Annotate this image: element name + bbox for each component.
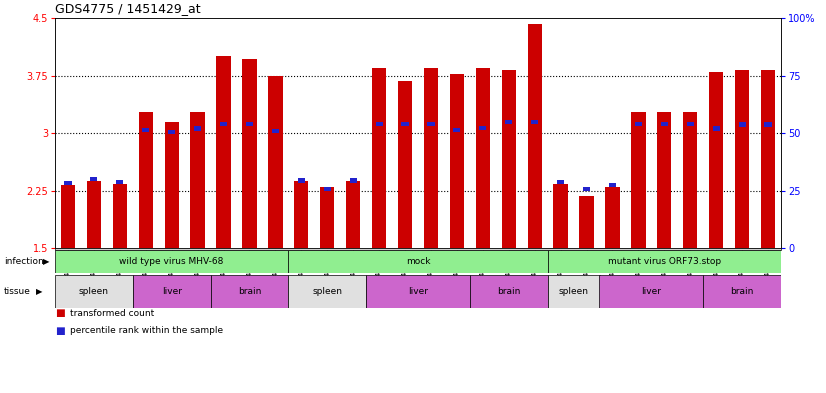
Text: tissue: tissue	[4, 287, 31, 296]
Text: transformed count: transformed count	[70, 309, 154, 318]
Text: ■: ■	[55, 308, 64, 318]
Bar	[683, 112, 697, 248]
Bar	[55, 250, 288, 273]
Bar	[709, 72, 724, 248]
Text: liver: liver	[162, 287, 182, 296]
Text: infection: infection	[4, 257, 44, 266]
Bar	[288, 275, 366, 308]
Bar	[288, 250, 548, 273]
Bar	[242, 59, 257, 248]
Bar	[631, 112, 646, 248]
Bar	[528, 24, 542, 248]
Bar	[703, 275, 781, 308]
Bar	[320, 187, 335, 248]
Bar	[112, 184, 127, 248]
Bar	[531, 120, 539, 124]
Bar	[686, 122, 694, 126]
Bar	[548, 275, 600, 308]
Bar	[61, 185, 75, 248]
Text: ■: ■	[55, 326, 64, 336]
Bar	[297, 178, 305, 183]
Text: spleen: spleen	[558, 287, 589, 296]
Text: spleen: spleen	[312, 287, 342, 296]
Bar	[635, 122, 642, 126]
Bar	[506, 120, 512, 124]
Bar	[583, 187, 590, 191]
Bar	[246, 122, 253, 126]
Bar	[579, 196, 594, 248]
Bar	[133, 275, 211, 308]
Bar	[116, 180, 123, 184]
Bar	[548, 250, 781, 273]
Bar	[605, 187, 620, 248]
Bar	[661, 122, 668, 126]
Bar	[372, 68, 387, 248]
Bar	[476, 68, 490, 248]
Bar	[55, 248, 781, 250]
Text: mock: mock	[406, 257, 430, 266]
Text: percentile rank within the sample: percentile rank within the sample	[70, 326, 223, 335]
Bar	[139, 112, 153, 248]
Text: spleen: spleen	[79, 287, 109, 296]
Bar	[216, 56, 230, 248]
Bar	[87, 180, 101, 248]
Bar	[401, 122, 409, 126]
Bar	[609, 183, 616, 187]
Bar	[324, 187, 331, 191]
Bar	[294, 181, 308, 248]
Bar	[211, 275, 288, 308]
Text: liver: liver	[641, 287, 662, 296]
Bar	[268, 75, 282, 248]
Bar	[427, 122, 434, 126]
Bar	[713, 126, 719, 130]
Bar	[349, 178, 357, 183]
Bar	[761, 70, 775, 248]
Text: GDS4775 / 1451429_at: GDS4775 / 1451429_at	[55, 2, 201, 15]
Bar	[450, 74, 464, 248]
Bar	[470, 275, 548, 308]
Text: wild type virus MHV-68: wild type virus MHV-68	[120, 257, 224, 266]
Bar	[142, 128, 150, 132]
Bar	[479, 125, 487, 130]
Bar	[90, 177, 97, 181]
Bar	[600, 275, 703, 308]
Bar	[366, 275, 470, 308]
Bar	[453, 128, 460, 132]
Text: ▶: ▶	[36, 287, 43, 296]
Bar	[765, 123, 771, 127]
Bar	[557, 180, 564, 184]
Bar	[376, 122, 382, 126]
Bar	[194, 126, 202, 130]
Bar	[398, 81, 412, 248]
Bar	[55, 275, 133, 308]
Bar	[164, 122, 178, 248]
Bar	[220, 122, 227, 126]
Text: ▶: ▶	[43, 257, 50, 266]
Text: brain: brain	[238, 287, 261, 296]
Text: mutant virus ORF73.stop: mutant virus ORF73.stop	[608, 257, 721, 266]
Bar	[735, 70, 749, 248]
Text: liver: liver	[408, 287, 428, 296]
Bar	[553, 184, 567, 248]
Bar	[657, 112, 672, 248]
Bar	[424, 68, 438, 248]
Bar	[191, 112, 205, 248]
Bar	[169, 130, 175, 134]
Bar	[501, 70, 516, 248]
Text: brain: brain	[730, 287, 754, 296]
Bar	[738, 123, 746, 127]
Bar	[272, 129, 279, 133]
Text: brain: brain	[497, 287, 520, 296]
Bar	[64, 181, 72, 185]
Bar	[346, 181, 360, 248]
